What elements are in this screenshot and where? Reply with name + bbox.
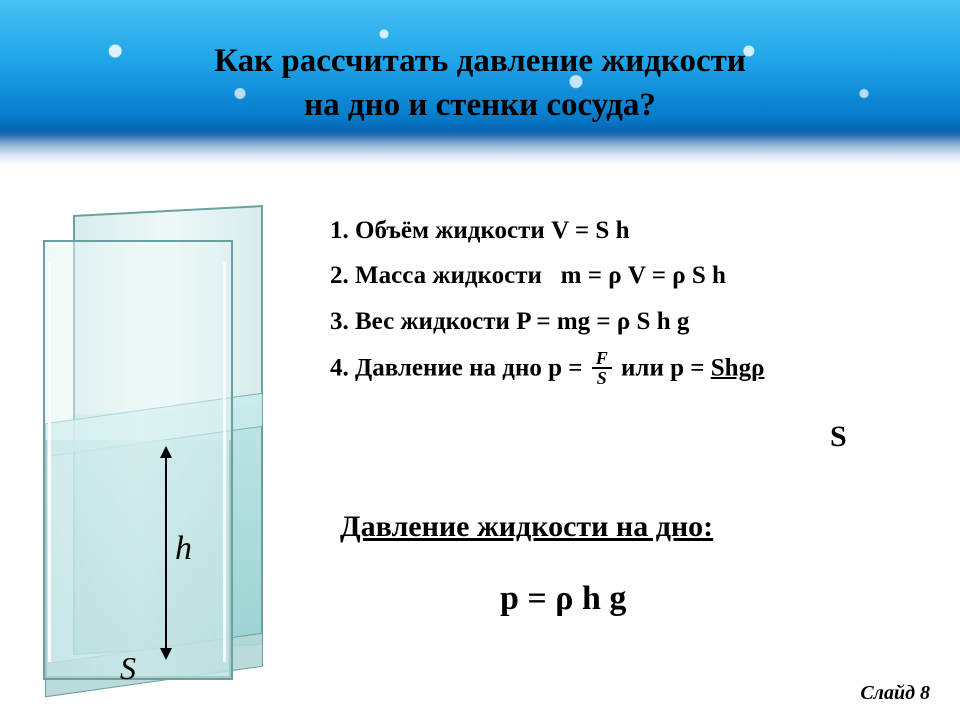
step-4-fraction: F S [592, 349, 612, 387]
step-3-label: Вес жидкости [355, 308, 510, 335]
step-4-underline: Shgρ [711, 354, 765, 381]
step-1: 1. Объём жидкости V = S h [330, 215, 930, 246]
step-4: 4. Давление на дно p = F S или p = Shgρ [330, 351, 930, 389]
step-3-formula: P = mg = ρ S h g [516, 308, 689, 335]
step-4-tail: или p = [621, 354, 704, 381]
result-formula: p = ρ h g [500, 580, 626, 618]
step-2-formula: m = ρ V = ρ S h [561, 262, 726, 289]
base-area-label: S [120, 650, 136, 687]
slide-title: Как рассчитать давление жидкости на дно … [0, 40, 960, 127]
step-3-num: 3. [330, 308, 349, 335]
height-arrow [165, 448, 167, 658]
step-2-num: 2. [330, 262, 349, 289]
step-1-label: Объём жидкости [355, 217, 545, 244]
step-1-num: 1. [330, 217, 349, 244]
result-heading: Давление жидкости на дно: [340, 510, 713, 544]
step-4-label: Давление на дно [355, 354, 542, 381]
step-4-num: 4. [330, 354, 349, 381]
vessel-front-face [43, 240, 233, 680]
step-3: 3. Вес жидкости P = mg = ρ S h g [330, 306, 930, 337]
vessel-highlight-left [48, 262, 51, 662]
title-line-1: Как рассчитать давление жидкости [0, 40, 960, 84]
frac-numerator: F [592, 349, 612, 369]
vessel-highlight-right [223, 262, 226, 662]
frac-denominator: S [592, 369, 612, 387]
height-label: h [175, 530, 192, 568]
title-line-2: на дно и стенки сосуда? [0, 84, 960, 128]
step-2: 2. Масса жидкости m = ρ V = ρ S h [330, 260, 930, 291]
derivation-steps: 1. Объём жидкости V = S h 2. Масса жидко… [330, 215, 930, 403]
slide-number: Слайд 8 [860, 682, 930, 705]
divisor-s: S [830, 420, 847, 454]
step-2-label: Масса жидкости [355, 262, 542, 289]
vessel-diagram: h S [15, 190, 305, 690]
step-1-formula: V = S h [551, 217, 629, 244]
